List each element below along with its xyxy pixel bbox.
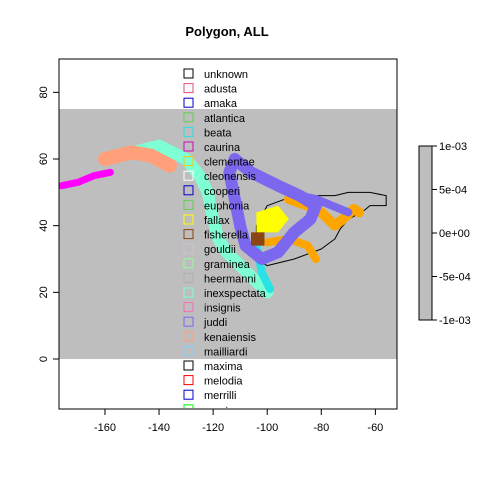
legend-key [183, 83, 194, 94]
colorbar-tick-label: 1e-03 [439, 141, 467, 153]
legend-label: maxima [204, 361, 243, 373]
legend-key [183, 229, 194, 240]
legend-label: beata [204, 127, 232, 139]
fisherella-patch [250, 232, 265, 246]
legend-label: cleonensis [204, 171, 256, 183]
legend-items: unknown adusta amaka atlantica beata caurina c… [183, 68, 267, 417]
legend-key [183, 316, 194, 327]
legend-label: clementae [204, 157, 255, 169]
x-tick-label: -160 [94, 422, 116, 434]
legend-label: euphonia [204, 200, 250, 212]
x-tick-label: -60 [367, 422, 383, 434]
colorbar-tick-label: 0e+00 [439, 228, 470, 240]
legend-label: cooperi [204, 186, 240, 198]
legend-key [183, 389, 194, 400]
colorbar-tick-label: 5e-04 [439, 185, 467, 197]
y-axis: 0 20 40 60 80 [38, 86, 60, 362]
legend-label: juddi [203, 317, 227, 329]
legend-label: fallax [204, 215, 230, 227]
legend-key [183, 185, 194, 196]
legend-key [183, 112, 194, 123]
legend-label: melodia [204, 376, 243, 388]
legend-key [183, 331, 194, 342]
y-tick-label: 40 [38, 220, 50, 232]
legend-label: heermanni [204, 273, 256, 285]
legend-label: merrilli [204, 390, 236, 402]
y-tick-label: 20 [38, 286, 50, 298]
colorbar: 1e-03 5e-04 0e+00 -5e-04 -1e-03 [418, 141, 471, 327]
legend-key [183, 404, 194, 408]
legend-label: amaka [204, 98, 238, 110]
colorbar-tick-label: -1e-03 [439, 315, 471, 327]
legend-key [183, 156, 194, 167]
x-tick-label: -100 [256, 422, 278, 434]
legend-label: fisherella [204, 230, 249, 242]
juddi-loop [223, 153, 322, 265]
x-tick-label: -80 [313, 422, 329, 434]
legend-key [183, 68, 194, 79]
legend-label: atlantica [204, 113, 246, 125]
legend-key [183, 199, 194, 210]
inexspectata-band [126, 139, 274, 299]
plot-area [58, 58, 398, 410]
legend-label: montana [204, 405, 248, 417]
caurina-band [59, 168, 114, 190]
legend-label: mailliardi [204, 346, 247, 358]
legend-key [183, 214, 194, 225]
y-tick-label: 0 [38, 356, 50, 362]
legend-label: caurina [204, 142, 241, 154]
chart-title: Polygon, ALL [185, 24, 268, 39]
legend-label: insignis [204, 303, 241, 315]
legend-label: adusta [204, 84, 238, 96]
legend: unknown adusta amaka atlantica beata caurina c… [183, 68, 267, 417]
legend-label: gouldii [204, 244, 236, 256]
orange-band-south [263, 235, 320, 263]
map-layer [59, 109, 397, 359]
legend-key [183, 258, 194, 269]
legend-key [183, 375, 194, 386]
legend-key [183, 243, 194, 254]
fallax-patch [256, 205, 289, 233]
legend-label: inexspectata [204, 288, 267, 300]
kenaiensis-band [97, 145, 177, 173]
legend-key [183, 141, 194, 152]
legend-key [183, 272, 194, 283]
y-tick-label: 80 [38, 86, 50, 98]
x-tick-label: -140 [148, 422, 170, 434]
legend-key [183, 287, 194, 298]
legend-label: graminea [204, 259, 251, 271]
legend-key [183, 360, 194, 371]
legend-key [183, 345, 194, 356]
x-axis: -160 -140 -120 -100 -80 -60 [94, 408, 383, 434]
legend-key [183, 126, 194, 137]
legend-key [183, 302, 194, 313]
colorbar-tick-label: -5e-04 [439, 272, 471, 284]
legend-label: unknown [204, 69, 248, 81]
y-tick-label: 60 [38, 153, 50, 165]
legend-key [183, 97, 194, 108]
x-tick-label: -120 [202, 422, 224, 434]
colorbar-bar [418, 145, 433, 321]
legend-key [183, 170, 194, 181]
juddi-east [295, 191, 353, 217]
legend-label: kenaiensis [204, 332, 256, 344]
